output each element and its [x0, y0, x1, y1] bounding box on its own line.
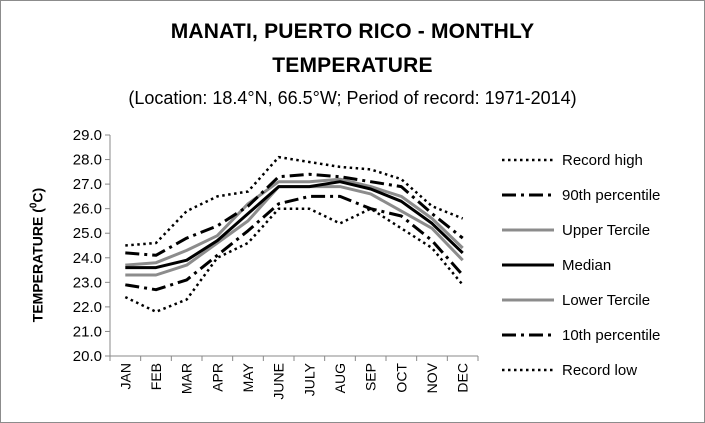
x-tick-label: JUNE [271, 363, 287, 400]
x-tick-label: DEC [455, 363, 471, 393]
chart-subtitle: (Location: 18.4°N, 66.5°W; Period of rec… [128, 88, 577, 108]
legend-label: Median [562, 256, 612, 274]
legend-swatch [502, 228, 554, 232]
x-tick-label: AUG [332, 363, 348, 393]
legend-swatch [502, 298, 554, 302]
chart-title-line1: MANATI, PUERTO RICO - MONTHLY [170, 20, 535, 43]
legend-item-median: Median [500, 253, 611, 277]
x-tick-label: JULY [301, 362, 317, 396]
chart-series-lines [124, 155, 464, 314]
legend-item-lower-tercile: Lower Tercile [500, 288, 650, 312]
chart-axes: 20.0 21.0 22.0 23.0 24.0 25.0 26.0 27.0 28.0 29.0… [73, 127, 479, 400]
legend-label: Lower Tercile [562, 291, 651, 309]
series-line-record-low [124, 207, 464, 314]
x-tick-label: JAN [117, 363, 133, 389]
y-tick-label: 28.0 [73, 152, 102, 169]
y-tick-label: 27.0 [73, 176, 102, 193]
y-tick-label: 25.0 [73, 225, 102, 242]
y-tick-label: 26.0 [73, 201, 102, 218]
x-tick-label: SEP [363, 363, 379, 391]
legend-swatch [502, 158, 554, 162]
series-line-upper-tercile [125, 177, 464, 267]
y-tick-label: 20.0 [73, 348, 102, 365]
legend-item-record-low: Record low [500, 358, 637, 382]
legend-label: 10th percentile [562, 326, 661, 344]
x-tick-label: MAR [179, 363, 195, 394]
x-tick-label: APR [209, 363, 225, 392]
legend-swatch [502, 263, 554, 267]
legend-swatch [502, 368, 554, 372]
x-tick-label: NOV [424, 362, 440, 393]
y-tick-label: 21.0 [73, 323, 102, 340]
legend-item-record-high: Record high [500, 148, 643, 172]
x-tick-label: MAY [240, 362, 256, 392]
legend-label: Upper Tercile [562, 221, 651, 239]
legend-label: Record high [562, 151, 643, 169]
legend-label: 90th percentile [562, 186, 661, 204]
y-tick-label: 22.0 [73, 299, 102, 316]
chart-title-line2: TEMPERATURE [272, 54, 433, 77]
legend-label: Record low [562, 361, 638, 379]
y-tick-label: 23.0 [73, 274, 102, 291]
series-line-record-high [125, 155, 464, 247]
series-line-median [125, 180, 464, 270]
series-line-10th-percentile [125, 194, 464, 292]
x-tick-label: OCT [393, 363, 409, 393]
series-line-90th-percentile [125, 172, 464, 257]
x-tick-label: FEB [148, 363, 164, 390]
legend-swatch [502, 333, 554, 337]
legend-item-90th-percentile: 90th percentile [500, 183, 660, 207]
y-tick-label: 29.0 [73, 127, 102, 144]
legend-item-upper-tercile: Upper Tercile [500, 218, 650, 242]
y-tick-label: 24.0 [73, 250, 102, 267]
legend-swatch [502, 193, 554, 197]
legend-item-10th-percentile: 10th percentile [500, 323, 660, 347]
